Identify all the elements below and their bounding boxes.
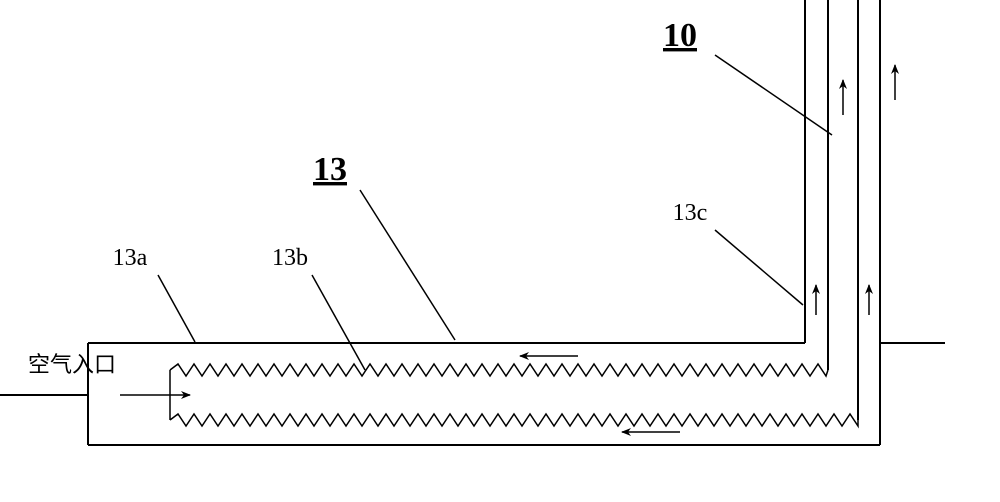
label-l_13c: 13c <box>673 200 708 226</box>
flow-arrows <box>120 65 895 432</box>
label-l_13a: 13a <box>113 245 148 271</box>
labels: 10 13 13a 13b 13c 空气入口 <box>28 17 707 377</box>
heat-exchanger-fins <box>170 364 858 426</box>
pipe-structure <box>0 0 945 445</box>
label-air_inlet: 空气入口 <box>28 352 116 377</box>
label-main_13: 13 <box>313 151 347 188</box>
diagram-canvas: 10 13 13a 13b 13c 空气入口 <box>0 0 1000 502</box>
label-main_10: 10 <box>663 17 697 54</box>
leader-lines <box>158 55 832 370</box>
label-l_13b: 13b <box>272 245 308 271</box>
